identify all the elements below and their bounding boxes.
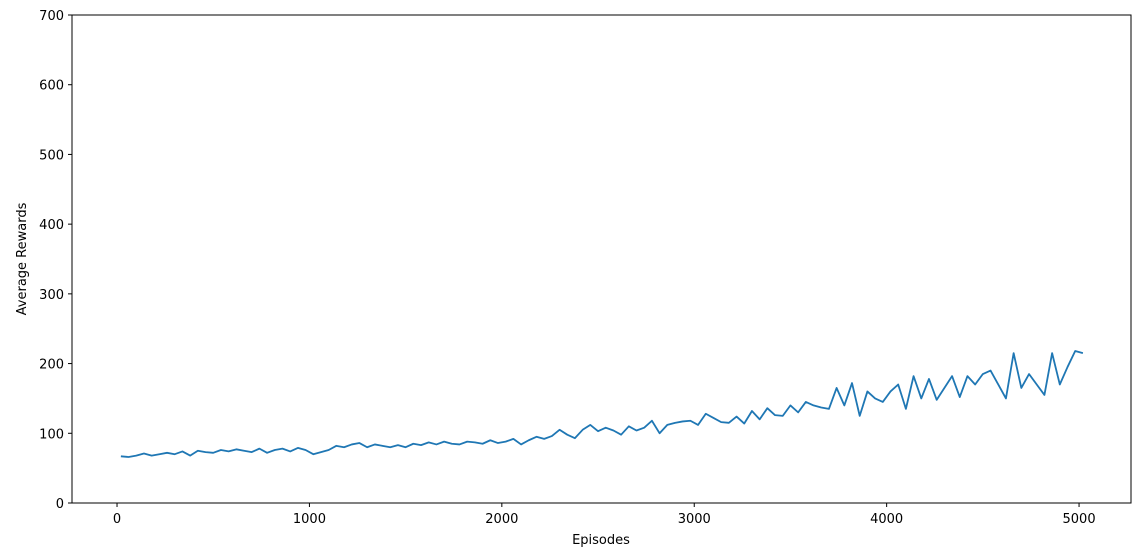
x-axis-label: Episodes	[572, 533, 630, 548]
y-tick-label: 400	[39, 218, 64, 233]
x-tick-label: 3000	[678, 512, 711, 527]
y-axis-label: Average Rewards	[15, 202, 30, 315]
y-tick-label: 300	[39, 288, 64, 303]
y-tick-label: 600	[39, 79, 64, 94]
data-line	[120, 350, 1084, 458]
y-tick-label: 500	[39, 148, 64, 163]
x-tick-label: 4000	[870, 512, 903, 527]
y-tick-label: 200	[39, 358, 64, 373]
x-tick-label: 1000	[293, 512, 326, 527]
y-tick-label: 100	[39, 427, 64, 442]
x-tick-label: 2000	[485, 512, 518, 527]
x-tick-label: 0	[113, 512, 121, 527]
y-tick-label: 0	[56, 497, 64, 512]
x-tick-label: 5000	[1063, 512, 1096, 527]
plot-frame	[71, 14, 1132, 504]
y-tick-label: 700	[39, 9, 64, 24]
